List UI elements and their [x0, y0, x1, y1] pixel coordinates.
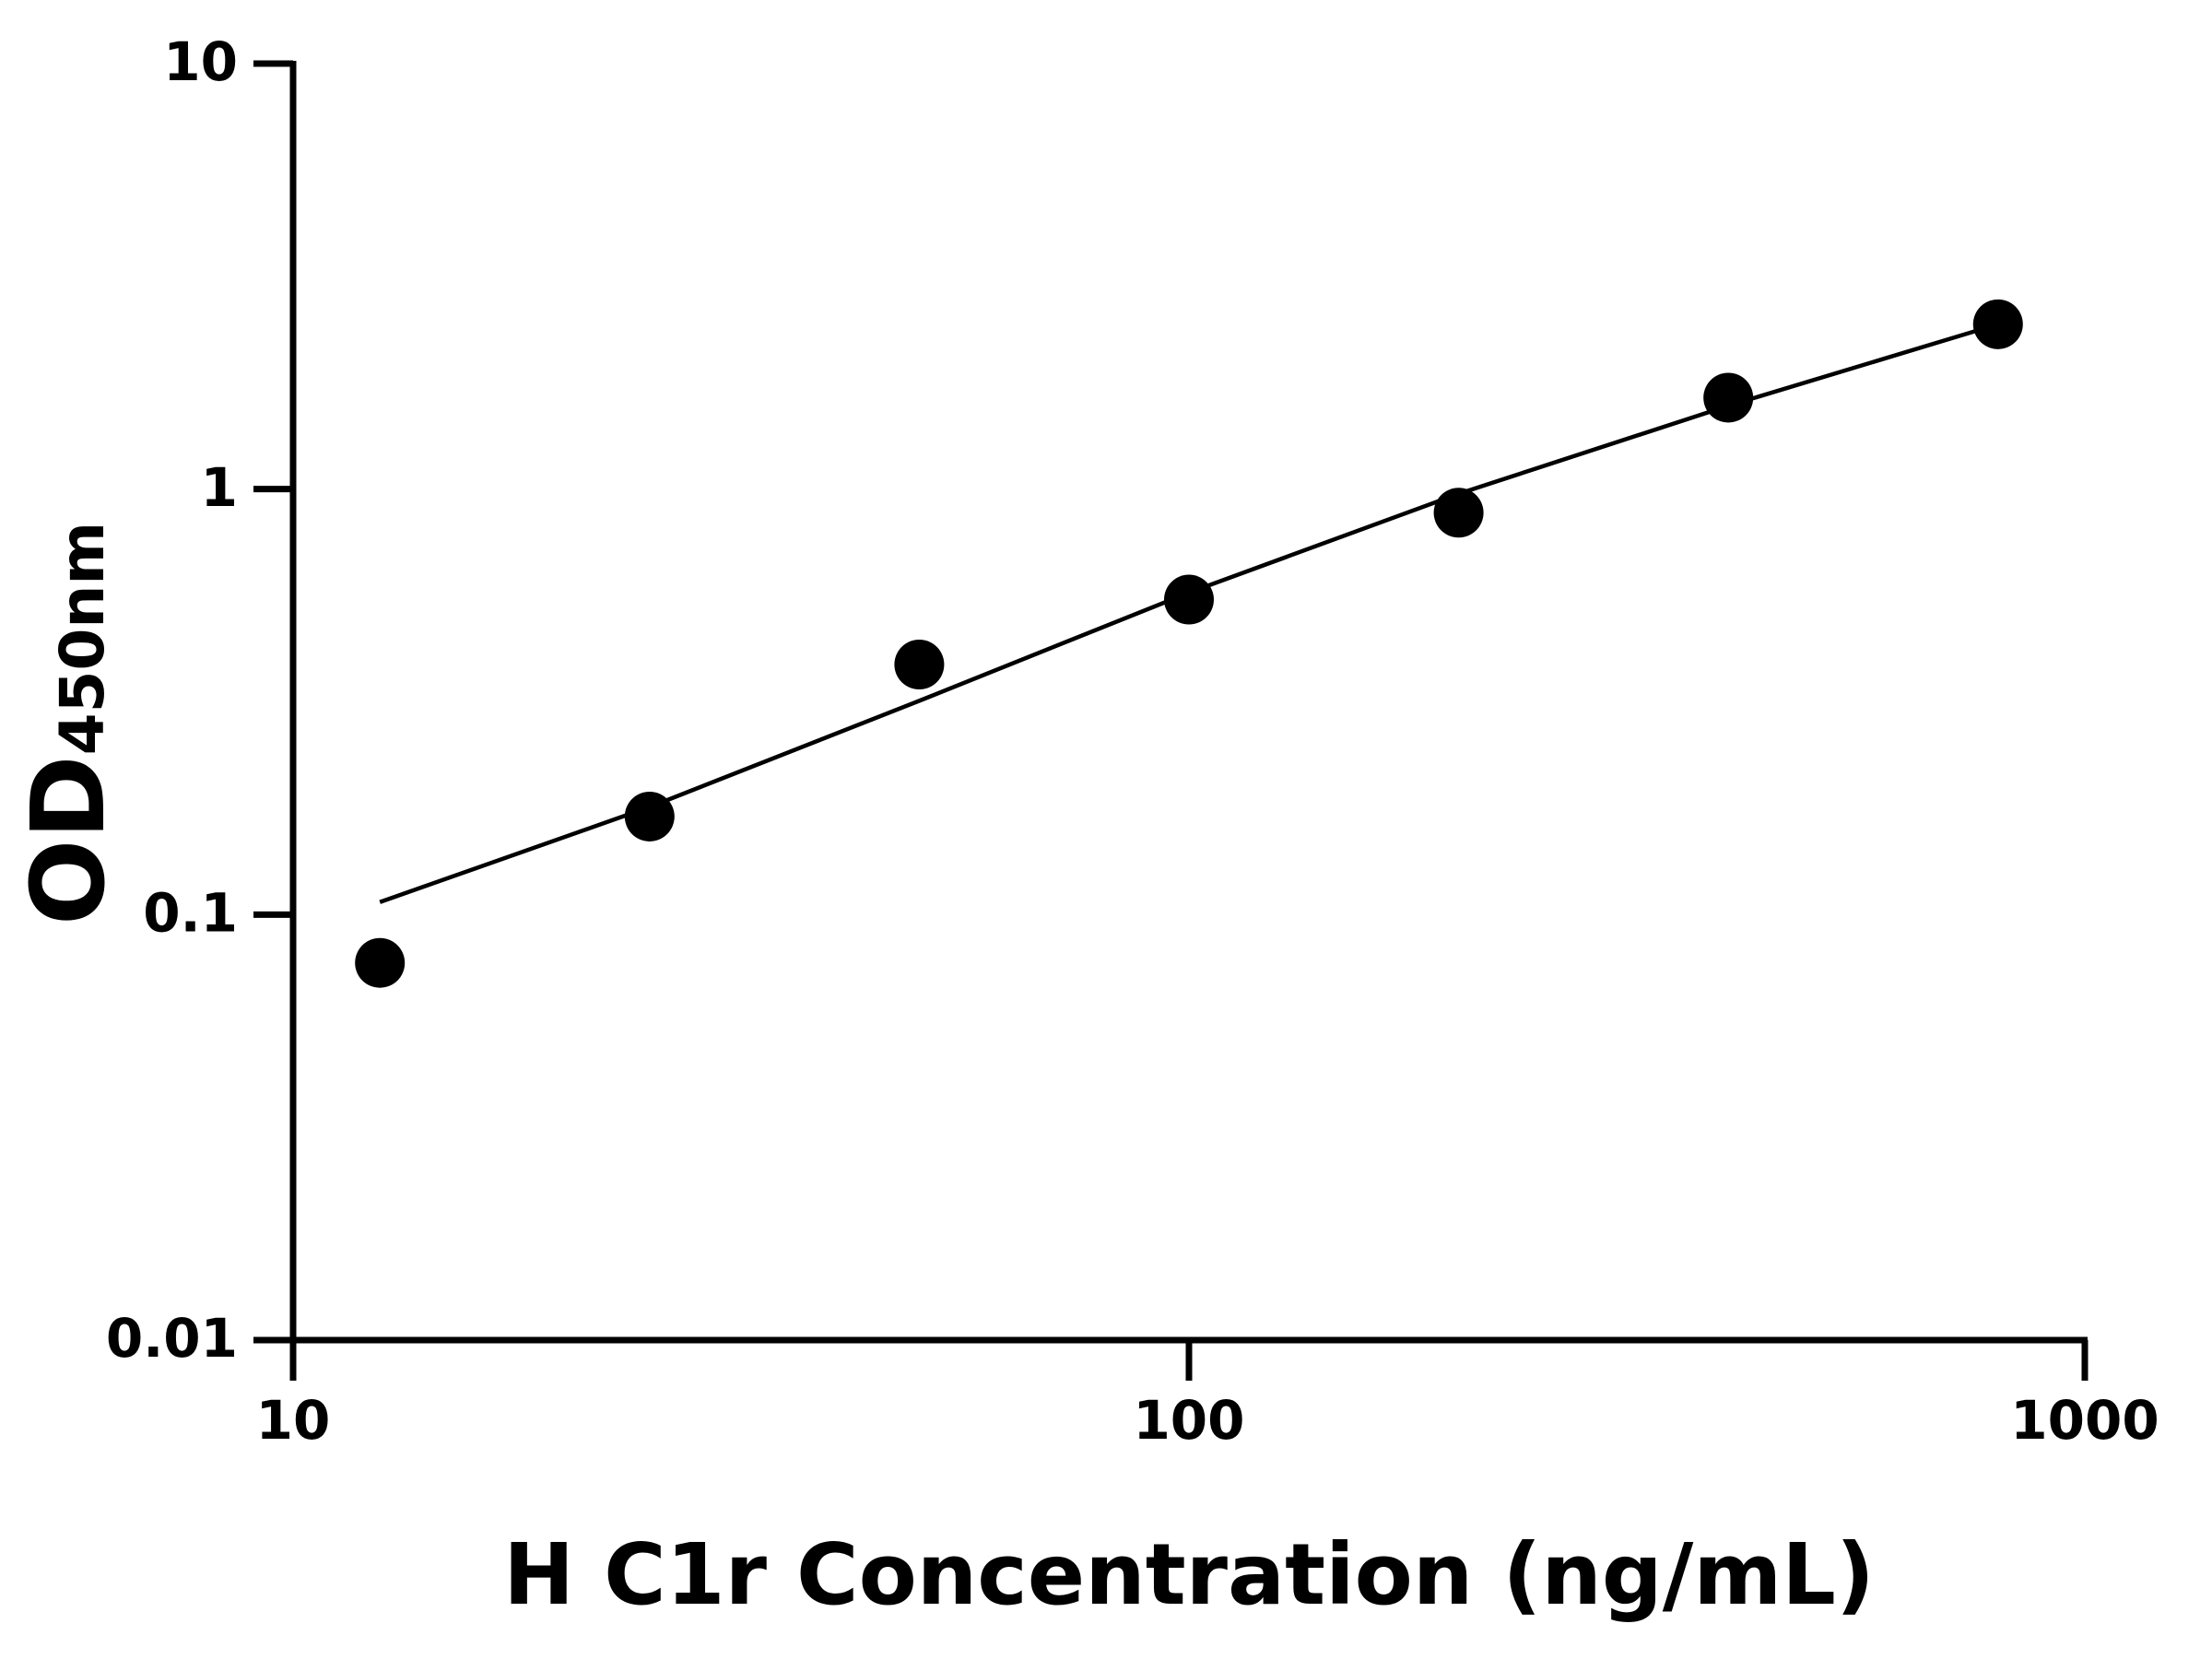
data-point [624, 791, 675, 841]
data-point [1972, 299, 2023, 349]
data-point [1164, 574, 1214, 625]
y-tick-label: 1 [201, 456, 238, 519]
x-tick-label: 100 [1133, 1389, 1244, 1452]
y-axis-label-subscript: 450nm [47, 522, 118, 756]
y-tick-label: 0.1 [143, 881, 238, 944]
y-axis-label: OD450nm [9, 522, 127, 925]
x-tick-label: 10 [256, 1389, 331, 1452]
y-tick-label: 10 [163, 30, 238, 93]
x-axis-label: H C1r Concentration (ng/mL) [503, 1525, 1875, 1624]
data-point [355, 937, 406, 988]
y-axis-label-main: OD [9, 755, 127, 925]
data-point [1433, 488, 1484, 538]
y-tick-label: 0.01 [106, 1307, 238, 1370]
data-point [894, 640, 945, 690]
data-point [1703, 372, 1754, 423]
x-tick-label: 1000 [2010, 1389, 2159, 1452]
